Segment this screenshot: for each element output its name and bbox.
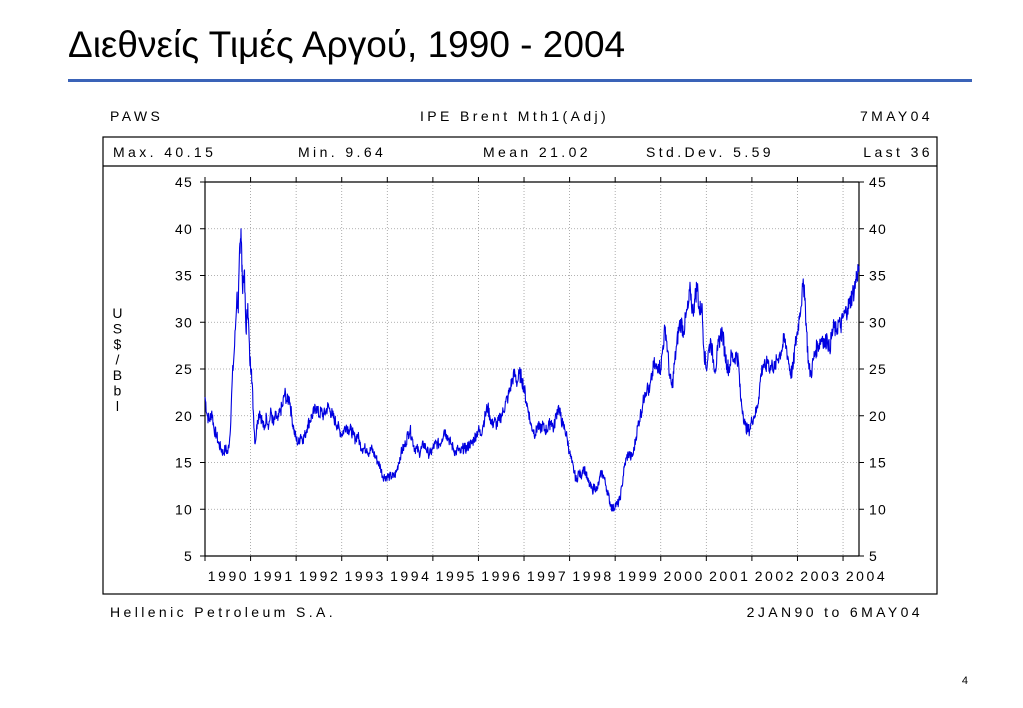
y-tick-label-left: 5 — [184, 548, 193, 564]
y-tick-label-left: 10 — [175, 501, 193, 517]
y-tick-label-left: 20 — [175, 408, 193, 424]
x-tick-label: 1996 — [481, 568, 521, 584]
page-number: 4 — [961, 675, 968, 687]
y-axis-label-char: $ — [114, 336, 123, 352]
stat-last: Last 36 — [863, 144, 933, 160]
y-tick-label-left: 30 — [175, 314, 193, 330]
y-tick-label-right: 15 — [869, 455, 887, 471]
x-tick-label: 1997 — [527, 568, 567, 584]
y-axis-label-char: U — [112, 305, 123, 321]
y-tick-label-left: 25 — [175, 361, 193, 377]
y-tick-label-right: 25 — [869, 361, 887, 377]
x-tick-label: 1998 — [572, 568, 612, 584]
x-tick-label: 2000 — [664, 568, 704, 584]
y-tick-label-left: 35 — [175, 268, 193, 284]
x-tick-label: 1994 — [390, 568, 430, 584]
price-line — [204, 228, 860, 512]
x-tick-label: 2002 — [755, 568, 795, 584]
y-tick-label-right: 10 — [869, 501, 887, 517]
y-axis-label-char: b — [114, 383, 123, 399]
header-center: IPE Brent Mth1(Adj) — [420, 108, 609, 124]
y-tick-label-left: 40 — [175, 221, 193, 237]
y-tick-label-right: 30 — [869, 314, 887, 330]
stat-mean: Mean 21.02 — [483, 144, 591, 160]
footer-right: 2JAN90 to 6MAY04 — [747, 604, 923, 620]
y-axis-label: US$/Bbl — [112, 305, 124, 414]
y-tick-label-left: 15 — [175, 455, 193, 471]
header-right: 7MAY04 — [860, 108, 933, 124]
x-tick-label: 1992 — [299, 568, 339, 584]
x-tick-label: 1999 — [618, 568, 658, 584]
y-axis-label-char: B — [113, 367, 124, 383]
x-tick-label: 1993 — [345, 568, 385, 584]
y-tick-label-right: 40 — [869, 221, 887, 237]
y-axis-label-char: l — [116, 398, 120, 414]
y-tick-label-right: 20 — [869, 408, 887, 424]
series — [204, 228, 860, 512]
slide-title: Διεθνείς Τιμές Αργού, 1990 - 2004 — [68, 24, 626, 65]
x-tick-label: 2004 — [846, 568, 886, 584]
y-tick-label-right: 5 — [869, 548, 878, 564]
x-tick-label: 2003 — [800, 568, 840, 584]
ticks: 5 5 10 10 15 15 20 20 25 25 30 30 35 35 40 40 45 45 1990 19… — [175, 174, 887, 584]
x-tick-label: 1991 — [253, 568, 293, 584]
x-tick-label: 1995 — [436, 568, 476, 584]
stat-std: Std.Dev. 5.59 — [646, 144, 774, 160]
title-rule — [68, 79, 972, 82]
stat-min: Min. 9.64 — [298, 144, 386, 160]
header-left: PAWS — [110, 108, 163, 124]
y-axis-label-char: S — [113, 321, 124, 337]
x-tick-label: 2001 — [709, 568, 749, 584]
y-tick-label-right: 35 — [869, 268, 887, 284]
y-tick-label-left: 45 — [175, 174, 193, 190]
y-axis-label-char: / — [115, 352, 120, 368]
y-tick-label-right: 45 — [869, 174, 887, 190]
footer-left: Hellenic Petroleum S.A. — [110, 604, 336, 620]
x-tick-label: 1990 — [208, 568, 248, 584]
grid — [205, 182, 859, 556]
chart-frame — [102, 136, 938, 595]
stat-max: Max. 40.15 — [113, 144, 216, 160]
